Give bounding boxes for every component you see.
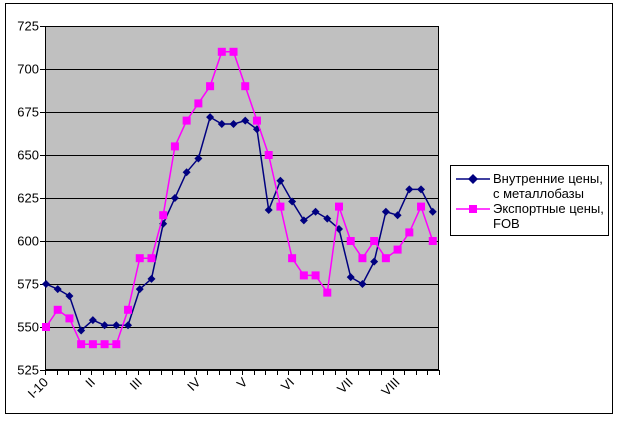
series-line-1 — [45, 51, 434, 345]
data-point-marker — [194, 99, 203, 108]
data-point-marker — [241, 82, 250, 91]
data-point-marker — [381, 254, 390, 263]
data-point-marker — [264, 151, 273, 159]
data-point-marker — [428, 237, 437, 245]
data-point-marker — [252, 125, 261, 134]
y-axis-label: 700 — [17, 62, 39, 77]
data-point-marker — [358, 280, 367, 288]
legend-label-internal-prices: Внутренние цены, с металлобазы — [493, 171, 603, 201]
data-point-marker — [124, 305, 133, 314]
data-point-marker — [346, 237, 355, 245]
data-point-marker — [194, 154, 203, 163]
data-point-marker — [417, 185, 426, 194]
data-point-marker — [346, 273, 355, 282]
data-point-marker — [276, 202, 285, 211]
data-point-marker — [53, 285, 62, 294]
data-point-marker — [217, 47, 226, 56]
x-axis-label: VII — [334, 375, 356, 397]
data-point-marker — [405, 228, 414, 237]
data-point-marker — [229, 120, 238, 129]
data-point-marker — [100, 340, 109, 349]
y-axis-label: 675 — [17, 105, 39, 120]
x-axis-label: VI — [278, 375, 297, 394]
data-point-marker — [370, 257, 379, 266]
y-axis-label: 525 — [17, 363, 39, 378]
legend-key-marker — [469, 205, 477, 213]
legend-entry-internal-prices: Внутренние цены, с металлобазы — [456, 171, 605, 201]
data-point-marker — [170, 194, 179, 202]
data-point-marker — [159, 211, 168, 220]
data-point-marker — [65, 292, 74, 301]
y-axis-label: 625 — [17, 191, 39, 206]
data-point-marker — [393, 245, 402, 254]
data-point-marker — [323, 214, 332, 223]
x-axis-label: II — [82, 375, 98, 391]
data-point-marker — [77, 340, 86, 349]
x-axis-label: V — [234, 374, 251, 391]
data-point-marker — [241, 116, 250, 125]
data-point-marker — [417, 202, 426, 211]
x-axis-label: IV — [184, 374, 204, 394]
series-line-0 — [45, 116, 434, 332]
data-point-marker — [229, 47, 238, 56]
data-point-marker — [206, 113, 215, 122]
data-point-marker — [252, 116, 261, 125]
data-point-marker — [42, 280, 50, 288]
data-point-marker — [276, 176, 285, 185]
diamond-marker-icon — [456, 174, 490, 184]
legend-label-export-prices: Экспортные цены, FOB — [493, 201, 604, 231]
data-point-marker — [65, 314, 74, 323]
data-point-marker — [311, 271, 320, 280]
legend: Внутренние цены, с металлобазы Экспортны… — [450, 165, 609, 236]
data-point-marker — [182, 116, 191, 125]
y-axis-label: 550 — [17, 320, 39, 335]
data-point-marker — [77, 326, 86, 335]
x-axis-label: VIII — [378, 375, 402, 399]
data-point-marker — [358, 254, 367, 263]
data-point-marker — [288, 197, 297, 206]
data-point-marker — [335, 224, 343, 233]
data-point-marker — [323, 288, 332, 297]
data-point-marker — [311, 207, 320, 216]
legend-key-marker — [468, 174, 478, 184]
data-point-marker — [206, 82, 215, 91]
data-point-marker — [135, 285, 144, 294]
data-point-marker — [335, 202, 343, 211]
data-point-marker — [299, 216, 308, 225]
data-point-marker — [170, 142, 179, 151]
y-axis-label: 650 — [17, 148, 39, 163]
data-point-marker — [217, 120, 226, 129]
data-point-marker — [112, 321, 121, 330]
data-point-marker — [393, 211, 402, 220]
data-point-marker — [182, 168, 191, 177]
data-point-marker — [42, 323, 50, 331]
data-point-marker — [135, 254, 144, 263]
plot-border — [45, 26, 439, 370]
data-point-marker — [288, 254, 297, 263]
x-axis-label: I-10 — [25, 375, 51, 401]
data-point-marker — [370, 237, 379, 245]
square-marker-icon — [456, 205, 490, 213]
data-point-marker — [147, 254, 156, 263]
data-point-marker — [405, 185, 414, 194]
y-axis-label: 600 — [17, 234, 39, 249]
data-point-marker — [88, 340, 97, 349]
y-axis-label: 575 — [17, 277, 39, 292]
data-point-marker — [112, 340, 121, 349]
data-point-marker — [100, 321, 109, 330]
y-axis-label: 725 — [17, 19, 39, 34]
data-point-marker — [53, 305, 62, 314]
data-point-marker — [381, 207, 390, 216]
data-point-marker — [147, 274, 156, 283]
data-point-marker — [88, 316, 97, 325]
data-point-marker — [299, 271, 308, 280]
data-point-marker — [124, 321, 133, 330]
data-point-marker — [428, 207, 437, 216]
chart-area: 725 700 675 650 625 600 575 550 525 I-10 II III IV V V… — [5, 3, 613, 414]
legend-entry-export-prices: Экспортные цены, FOB — [456, 201, 605, 231]
data-point-marker — [264, 206, 273, 215]
x-axis-label: III — [127, 375, 145, 393]
